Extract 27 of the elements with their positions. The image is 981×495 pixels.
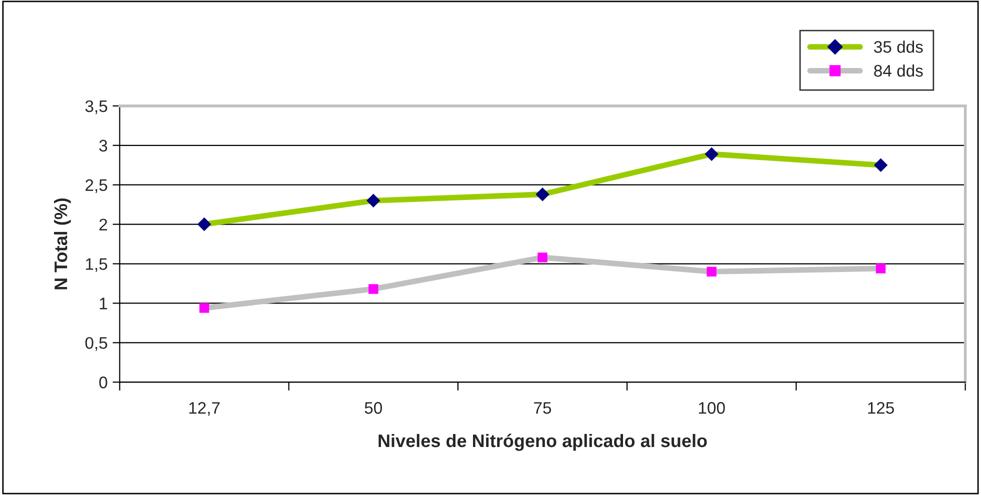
point <box>536 187 550 202</box>
x-tick-label: 100 <box>698 402 725 414</box>
y-tick-label: 1,5 <box>86 258 108 272</box>
x-tick-label: 12,7 <box>189 402 220 416</box>
legend-label: 84 dds <box>874 64 923 77</box>
x-tick-label: 125 <box>868 402 894 414</box>
y-tick-label: 1 <box>100 298 108 310</box>
y-tick-label: 3,5 <box>85 100 108 114</box>
y-tick-label: 2 <box>99 218 108 230</box>
y-tick-label: 0,5 <box>85 337 108 351</box>
x-axis-title: Niveles de Nitrógeno aplicado al suelo <box>378 434 707 451</box>
legend-label: 35 dds <box>874 40 923 53</box>
y-tick-label: 2,5 <box>86 179 108 194</box>
x-tick-label: 50 <box>364 402 382 414</box>
point <box>538 252 548 262</box>
point <box>199 303 210 313</box>
y-tick-label: 0 <box>99 376 108 388</box>
point <box>704 147 718 161</box>
point <box>876 264 886 274</box>
y-axis-title: N Total (%) <box>54 198 71 290</box>
point <box>706 266 716 277</box>
point <box>368 284 378 294</box>
y-tick-label: 3 <box>99 140 108 152</box>
point <box>197 217 212 232</box>
x-tick-label: 75 <box>534 402 552 414</box>
point <box>366 194 380 208</box>
point <box>874 158 888 172</box>
